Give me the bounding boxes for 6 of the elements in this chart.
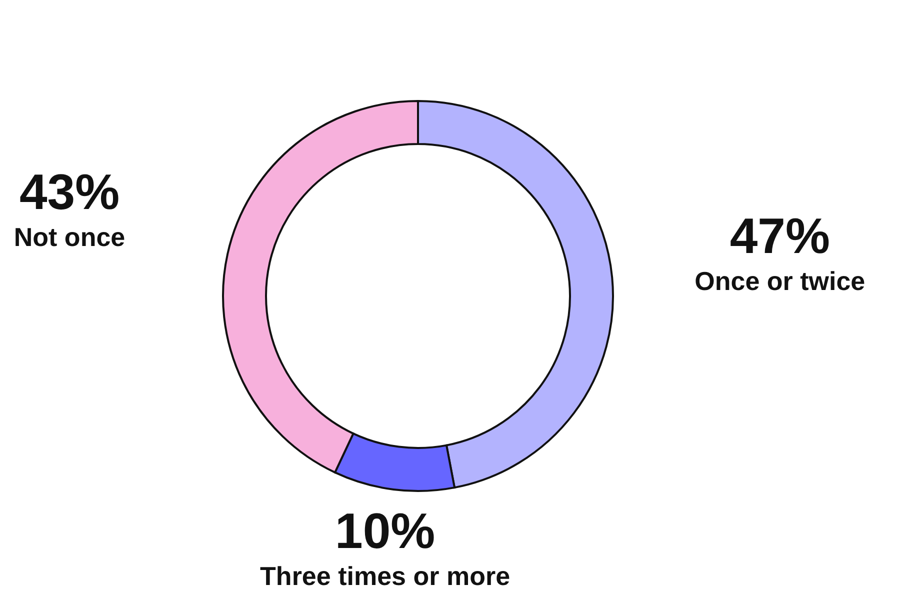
slice-label: Once or twice [694, 266, 866, 296]
data-label: 47% [730, 208, 830, 264]
data-label: 10% [335, 502, 436, 559]
data-label: 43% [19, 164, 120, 220]
slice-label: Not once [14, 222, 126, 252]
slice-label: Three times or more [260, 560, 510, 591]
